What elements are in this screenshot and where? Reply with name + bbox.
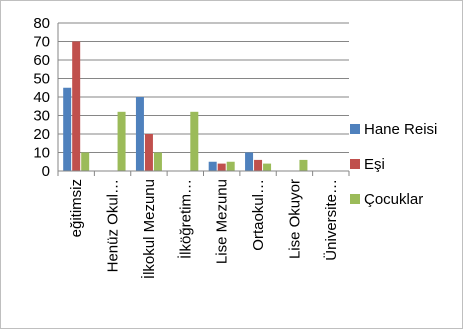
y-tick-label: 70 <box>33 34 50 51</box>
x-tick-label: Lise Okuyor <box>286 179 303 259</box>
x-tick-label: Ortaokul… <box>250 179 267 251</box>
bars <box>63 41 308 171</box>
bar-çocuklar <box>190 111 199 171</box>
x-tick-labels: eğitimsiz Henüz Okul… İlkokul Mezunu İlköğr… <box>68 179 340 279</box>
y-tick-label: 50 <box>33 71 50 88</box>
y-tick-label: 10 <box>33 145 50 162</box>
legend-label: Eşi <box>364 156 385 173</box>
x-tick-label: İlköğretim… <box>176 179 194 259</box>
x-tick-label: eğitimsiz <box>68 179 85 237</box>
y-tick-label: 60 <box>33 52 50 69</box>
legend-swatch <box>350 159 360 169</box>
y-tick-label: 40 <box>33 89 50 106</box>
bar-çocuklar <box>263 163 272 171</box>
bar-çocuklar <box>299 159 308 171</box>
bar-hane-reisi <box>135 97 144 171</box>
legend: Hane Reisi Eşi Çocuklar <box>350 121 437 208</box>
bar-hane-reisi <box>63 87 72 171</box>
bar-çocuklar <box>226 161 235 171</box>
y-tick-label: 0 <box>42 163 50 180</box>
bar-eşi <box>217 163 226 171</box>
y-tick-label: 30 <box>33 108 50 125</box>
y-tick-label: 20 <box>33 126 50 143</box>
bar-çocuklar <box>81 152 90 171</box>
y-tick-label: 80 <box>33 15 50 32</box>
bar-çocuklar <box>117 111 126 171</box>
x-tick-label: Üniversite… <box>322 179 340 261</box>
legend-swatch <box>350 124 360 134</box>
legend-label: Çocuklar <box>364 191 423 208</box>
bar-çocuklar <box>153 152 162 171</box>
x-tick-label: İlkokul Mezunu <box>140 179 158 279</box>
bar-eşi <box>254 159 263 171</box>
x-tick-label: Henüz Okul… <box>105 179 122 272</box>
bar-hane-reisi <box>245 152 254 171</box>
x-tick-label: Lise Mezunu <box>214 179 231 264</box>
bar-eşi <box>72 41 81 171</box>
legend-label: Hane Reisi <box>364 121 437 138</box>
gridlines <box>58 22 349 153</box>
axes <box>57 23 350 176</box>
legend-swatch <box>350 194 360 204</box>
bar-eşi <box>144 134 153 171</box>
bar-hane-reisi <box>208 161 217 171</box>
